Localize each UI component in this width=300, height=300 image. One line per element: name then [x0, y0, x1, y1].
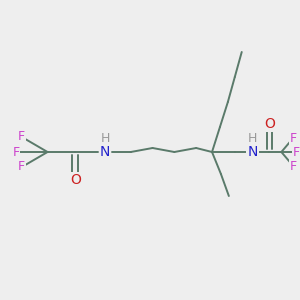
Text: F: F	[290, 160, 297, 172]
Text: N: N	[100, 145, 110, 159]
Text: H: H	[100, 131, 110, 145]
Text: O: O	[70, 173, 81, 187]
Text: F: F	[18, 160, 26, 173]
Text: F: F	[18, 130, 26, 143]
Text: F: F	[290, 131, 297, 145]
Text: O: O	[264, 117, 275, 131]
Text: F: F	[12, 146, 20, 158]
Text: H: H	[248, 131, 257, 145]
Text: F: F	[293, 146, 300, 158]
Text: N: N	[248, 145, 258, 159]
